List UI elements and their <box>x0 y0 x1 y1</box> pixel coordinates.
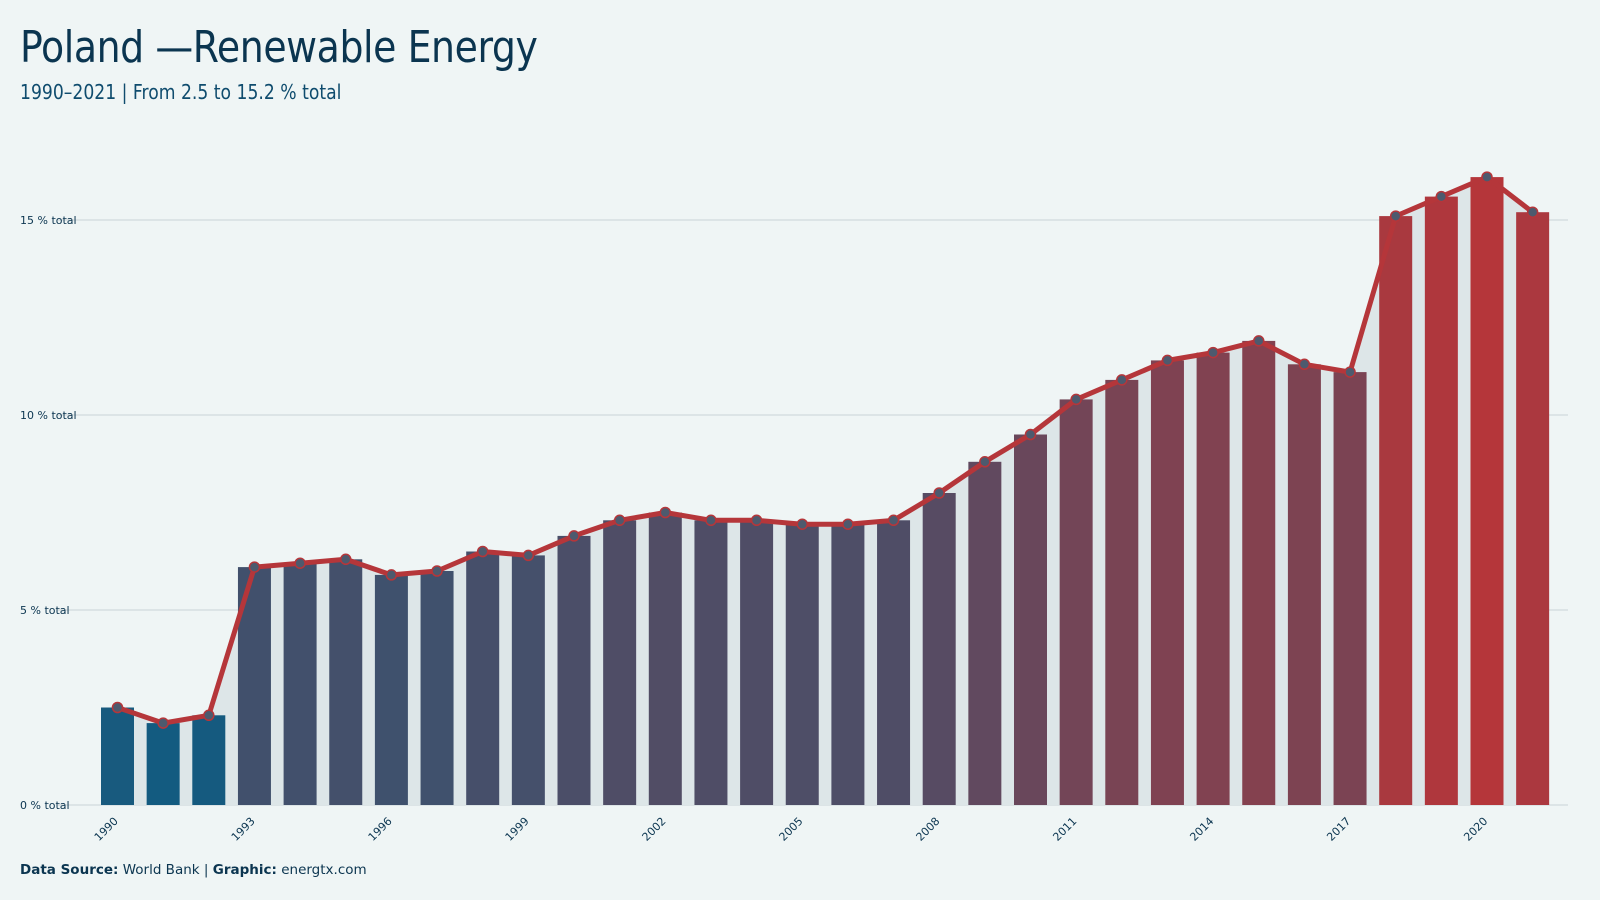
bar <box>968 461 1002 805</box>
chart-caption: Data Source: World Bank | Graphic: energ… <box>20 862 367 878</box>
bar <box>740 520 774 805</box>
bar <box>603 520 637 805</box>
x-tick-label: 2008 <box>914 815 943 844</box>
data-point <box>431 565 443 577</box>
bar <box>648 512 682 805</box>
data-point <box>476 545 489 558</box>
data-point <box>796 518 808 530</box>
data-point <box>750 514 763 527</box>
data-point <box>111 701 124 714</box>
x-tick-label: 1996 <box>366 815 395 844</box>
x-tick-label: 2020 <box>1461 815 1490 844</box>
caption-separator: | <box>203 862 209 878</box>
bar <box>1470 177 1504 806</box>
data-point <box>1389 210 1402 222</box>
data-point <box>1435 190 1448 203</box>
bar <box>329 559 363 805</box>
bar <box>511 555 545 805</box>
bar <box>101 707 134 805</box>
bar <box>1059 399 1093 805</box>
bar <box>694 520 728 805</box>
data-point <box>1298 358 1311 371</box>
source-label: Data Source: <box>20 862 119 878</box>
data-point <box>248 561 261 573</box>
bar <box>1424 196 1458 806</box>
bar <box>1242 340 1276 805</box>
bar <box>283 563 317 805</box>
bar <box>466 551 500 805</box>
chart-subtitle: 1990–2021 | From 2.5 to 15.2 % total <box>20 80 342 104</box>
data-point <box>1344 366 1356 378</box>
data-point <box>1024 428 1037 441</box>
bar <box>1150 360 1184 805</box>
data-point <box>568 530 580 542</box>
bar <box>557 535 591 805</box>
data-point <box>705 514 717 527</box>
bar <box>420 571 454 805</box>
data-point <box>340 553 352 566</box>
data-point <box>1526 206 1539 218</box>
chart-title: Poland —Renewable Energy <box>20 22 538 73</box>
bar <box>785 524 819 805</box>
source-value: World Bank <box>122 862 200 878</box>
bar <box>1333 372 1367 805</box>
x-tick-label: 1993 <box>229 815 258 844</box>
data-point <box>1116 374 1128 386</box>
data-point <box>613 514 626 527</box>
bar <box>1014 434 1047 805</box>
data-point <box>659 506 672 519</box>
data-point <box>842 518 854 530</box>
bar <box>146 723 180 805</box>
data-point <box>979 456 991 468</box>
bar <box>877 520 911 805</box>
data-point <box>385 569 398 581</box>
bar <box>1516 212 1550 805</box>
bar <box>922 493 956 805</box>
data-point <box>1070 393 1082 406</box>
bar <box>1196 352 1230 805</box>
y-tick-label: 15 % total <box>20 214 77 227</box>
data-point <box>1207 346 1219 359</box>
x-tick-label: 2017 <box>1324 815 1353 844</box>
y-tick-label: 10 % total <box>20 409 77 422</box>
graphic-value: energtx.com <box>281 862 367 878</box>
series-line <box>115 174 1536 726</box>
bar <box>1379 216 1413 806</box>
data-point <box>933 487 945 499</box>
y-tick-label: 0 % total <box>20 799 70 812</box>
graphic-label: Graphic: <box>212 862 277 878</box>
data-point <box>1161 354 1174 367</box>
data-point <box>294 557 306 569</box>
bar <box>374 574 408 805</box>
bar <box>1105 379 1139 805</box>
data-point <box>1253 335 1265 347</box>
x-tick-label: 2011 <box>1050 815 1079 844</box>
x-tick-label: 1999 <box>503 815 532 844</box>
x-tick-label: 2002 <box>640 815 669 844</box>
data-point <box>203 709 215 722</box>
bar <box>192 715 226 805</box>
data-point <box>887 514 900 527</box>
bar <box>831 524 865 805</box>
x-tick-label: 2014 <box>1187 815 1216 844</box>
y-tick-label: 5 % total <box>20 604 70 617</box>
x-tick-label: 1990 <box>92 815 121 844</box>
data-point <box>522 549 535 562</box>
x-tick-label: 2005 <box>777 815 806 844</box>
bar <box>1287 364 1321 805</box>
data-point <box>157 717 169 729</box>
data-point <box>1481 171 1493 183</box>
